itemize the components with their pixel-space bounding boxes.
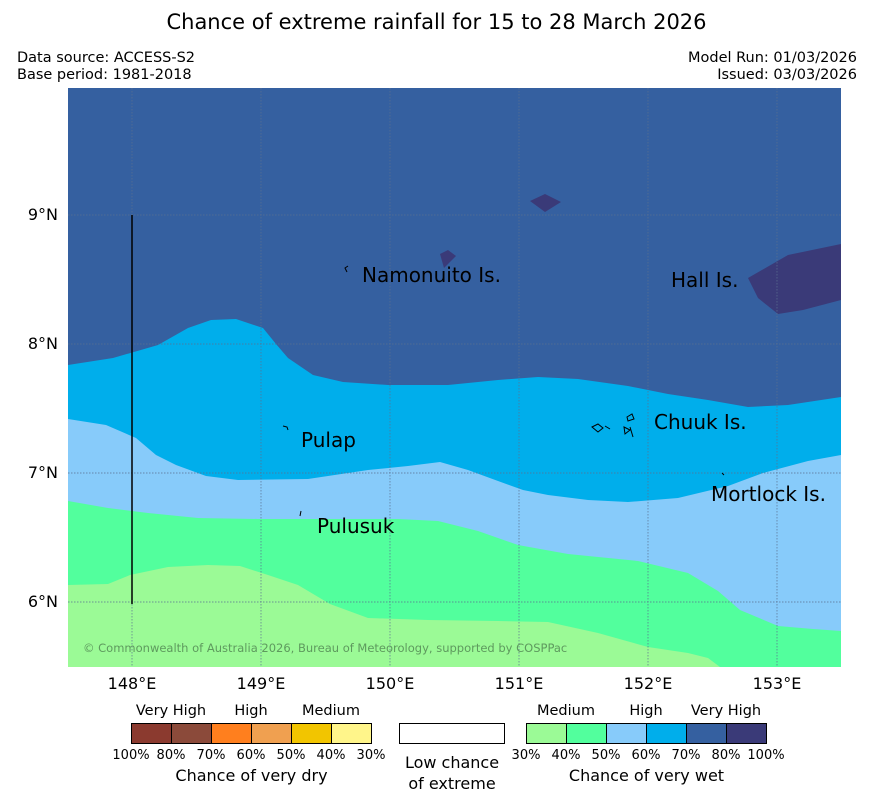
dry-category-very-high: Very High xyxy=(135,703,207,719)
wet-tick: 70% xyxy=(671,748,701,763)
meta-right: Model Run: 01/03/2026 Issued: 03/03/2026 xyxy=(688,50,857,84)
wet-zone-40 xyxy=(68,565,720,667)
place-pulusuk: Pulusuk xyxy=(317,514,395,538)
lon-label-149e: 149°E xyxy=(236,674,286,693)
copyright-notice: © Commonwealth of Australia 2026, Bureau… xyxy=(83,641,567,655)
lon-label-151e: 151°E xyxy=(494,674,544,693)
place-chuuk: Chuuk Is. xyxy=(654,410,747,434)
place-pulap: Pulap xyxy=(301,428,356,452)
wet-swatch-80-100 xyxy=(726,724,766,743)
low-chance-label: Low chance of extreme xyxy=(392,752,512,794)
wet-swatch-70-80 xyxy=(686,724,726,743)
dry-category-high: High xyxy=(234,703,268,719)
dry-tick: 70% xyxy=(196,748,226,763)
dry-legend-label: Chance of very dry xyxy=(175,766,328,785)
wet-category-very-high: Very High xyxy=(690,703,762,719)
wet-swatch-40-50 xyxy=(566,724,606,743)
lon-label-148e: 148°E xyxy=(107,674,157,693)
dry-tick: 60% xyxy=(236,748,266,763)
dry-category-medium: Medium xyxy=(302,703,360,719)
island-namonuito xyxy=(344,265,349,273)
wet-tick: 100% xyxy=(747,748,785,763)
dry-swatch-70-60 xyxy=(211,724,251,743)
dry-swatch-100-80 xyxy=(132,724,171,743)
lon-label-153e: 153°E xyxy=(752,674,802,693)
model-run: Model Run: 01/03/2026 xyxy=(687,50,857,66)
place-namonuito: Namonuito Is. xyxy=(362,263,501,287)
wet-tick: 50% xyxy=(591,748,621,763)
wet-colorbar xyxy=(526,723,767,744)
very-wet-spot-central xyxy=(440,250,456,268)
very-wet-zone-hall xyxy=(748,244,841,314)
island-chuuk xyxy=(591,413,635,438)
wet-swatch-50-60 xyxy=(606,724,646,743)
islands xyxy=(282,265,725,517)
wet-swatch-60-70 xyxy=(646,724,686,743)
wet-legend-label: Chance of very wet xyxy=(568,766,725,785)
lat-label-9n: 9°N xyxy=(27,205,58,224)
low-chance-swatch xyxy=(399,723,505,744)
low-chance-line2: of extreme xyxy=(408,774,496,793)
lat-label-7n: 7°N xyxy=(27,463,58,482)
wet-tick: 60% xyxy=(631,748,661,763)
wet-category-medium: Medium xyxy=(537,703,595,719)
lat-label-6n: 6°N xyxy=(27,592,58,611)
meta-left: Data source: ACCESS-S2 Base period: 1981… xyxy=(17,50,195,84)
dry-tick: 80% xyxy=(156,748,186,763)
dry-swatch-60-50 xyxy=(251,724,291,743)
dry-colorbar xyxy=(131,723,372,744)
island-pulusuk xyxy=(299,510,302,517)
issued-date: Issued: 03/03/2026 xyxy=(717,67,857,83)
dry-swatch-80-70 xyxy=(171,724,211,743)
map-title: Chance of extreme rainfall for 15 to 28 … xyxy=(166,10,707,34)
base-period: Base period: 1981-2018 xyxy=(17,67,192,83)
lon-label-150e: 150°E xyxy=(365,674,415,693)
dry-swatch-50-40 xyxy=(291,724,331,743)
place-mortlock: Mortlock Is. xyxy=(711,482,826,506)
wet-tick: 40% xyxy=(551,748,581,763)
lon-label-152e: 152°E xyxy=(623,674,673,693)
wet-tick: 80% xyxy=(711,748,741,763)
wet-category-high: High xyxy=(629,703,663,719)
island-mortlock xyxy=(721,472,725,476)
rainfall-map: Namonuito Is. Hall Is. Pulap Chuuk Is. M… xyxy=(68,88,841,667)
wet-swatch-30-40 xyxy=(527,724,566,743)
dry-tick: 40% xyxy=(316,748,346,763)
place-hall: Hall Is. xyxy=(671,268,738,292)
low-chance-line1: Low chance xyxy=(404,753,500,772)
dry-swatch-40-30 xyxy=(331,724,371,743)
data-source: Data source: ACCESS-S2 xyxy=(17,50,196,66)
wet-tick: 30% xyxy=(511,748,541,763)
dry-tick: 30% xyxy=(356,748,386,763)
island-pulap xyxy=(282,425,289,431)
dry-tick: 50% xyxy=(276,748,306,763)
lat-label-8n: 8°N xyxy=(27,334,58,353)
very-wet-spot-north xyxy=(530,194,561,212)
dry-tick: 100% xyxy=(112,748,150,763)
